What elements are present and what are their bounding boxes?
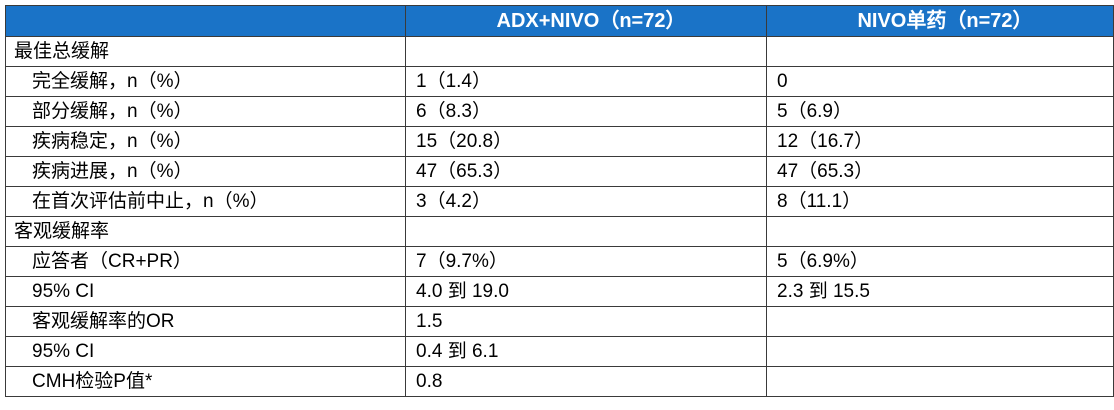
table-row-section-objective-response-rate: 客观缓解率 [5, 216, 1114, 247]
cell-nivo: 8（11.1） [766, 186, 1114, 217]
row-label: 在首次评估前中止，n（%） [5, 186, 406, 217]
cell-nivo: 12（16.7） [766, 126, 1114, 157]
row-label: 疾病稳定，n（%） [5, 126, 406, 157]
cell-adx [405, 36, 767, 67]
cell-nivo: 5（6.9%） [766, 246, 1114, 277]
table-row: 疾病稳定，n（%） 15（20.8） 12（16.7） [5, 126, 1114, 157]
row-label: 最佳总缓解 [5, 36, 406, 67]
cell-adx: 4.0 到 19.0 [405, 276, 767, 307]
table-row: 完全缓解，n（%） 1（1.4） 0 [5, 66, 1114, 97]
cell-nivo [766, 366, 1114, 397]
table-row: 95% CI 0.4 到 6.1 [5, 336, 1114, 367]
cell-adx: 3（4.2） [405, 186, 767, 217]
header-corner-cell [5, 5, 406, 37]
table-row: 应答者（CR+PR） 7（9.7%） 5（6.9%） [5, 246, 1114, 277]
cell-adx: 6（8.3） [405, 96, 767, 127]
row-label: 95% CI [5, 276, 406, 307]
header-adx-nivo: ADX+NIVO（n=72） [405, 5, 767, 37]
table-row: 疾病进展，n（%） 47（65.3） 47（65.3） [5, 156, 1114, 187]
cell-adx [405, 216, 767, 247]
table-row: CMH检验P值* 0.8 [5, 366, 1114, 397]
row-label: 完全缓解，n（%） [5, 66, 406, 97]
cell-nivo: 2.3 到 15.5 [766, 276, 1114, 307]
table-row: 在首次评估前中止，n（%） 3（4.2） 8（11.1） [5, 186, 1114, 217]
cell-nivo: 5（6.9） [766, 96, 1114, 127]
row-label: 应答者（CR+PR） [5, 246, 406, 277]
row-label: 95% CI [5, 336, 406, 367]
cell-adx: 0.8 [405, 366, 767, 397]
header-row: ADX+NIVO（n=72） NIVO单药（n=72） [5, 5, 1114, 37]
header-nivo-mono: NIVO单药（n=72） [766, 5, 1114, 37]
cell-nivo: 47（65.3） [766, 156, 1114, 187]
table-row: 95% CI 4.0 到 19.0 2.3 到 15.5 [5, 276, 1114, 307]
table-row: 客观缓解率的OR 1.5 [5, 306, 1114, 337]
cell-adx: 47（65.3） [405, 156, 767, 187]
row-label: 部分缓解，n（%） [5, 96, 406, 127]
row-label: 疾病进展，n（%） [5, 156, 406, 187]
cell-adx: 1.5 [405, 306, 767, 337]
table-row-section-best-overall-response: 最佳总缓解 [5, 36, 1114, 67]
cell-nivo [766, 216, 1114, 247]
cell-adx: 7（9.7%） [405, 246, 767, 277]
row-label: 客观缓解率的OR [5, 306, 406, 337]
cell-adx: 1（1.4） [405, 66, 767, 97]
cell-adx: 0.4 到 6.1 [405, 336, 767, 367]
table-row: 部分缓解，n（%） 6（8.3） 5（6.9） [5, 96, 1114, 127]
results-table: ADX+NIVO（n=72） NIVO单药（n=72） 最佳总缓解 完全缓解，n… [5, 5, 1114, 397]
cell-nivo [766, 336, 1114, 367]
cell-nivo [766, 306, 1114, 337]
cell-adx: 15（20.8） [405, 126, 767, 157]
row-label: 客观缓解率 [5, 216, 406, 247]
cell-nivo: 0 [766, 66, 1114, 97]
cell-nivo [766, 36, 1114, 67]
row-label: CMH检验P值* [5, 366, 406, 397]
